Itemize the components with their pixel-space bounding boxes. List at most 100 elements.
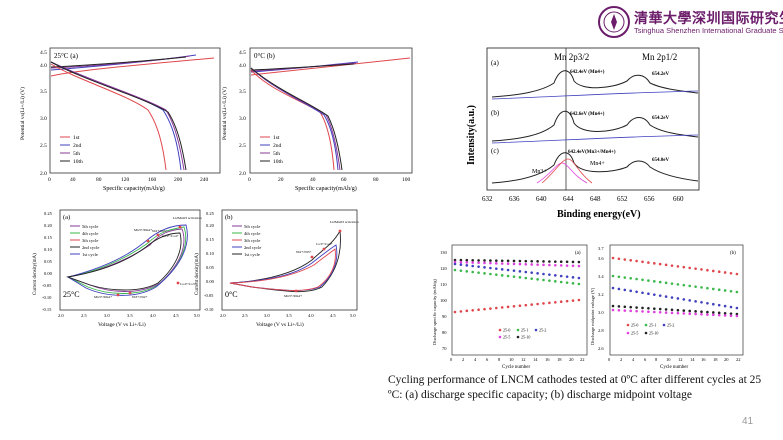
series-point: [670, 282, 674, 285]
series-point: [712, 302, 715, 306]
panel-c-xtick: 5.0: [194, 313, 200, 318]
cv-loop-2nd: [66, 232, 182, 291]
xps-peak-label: 654.2eV: [652, 72, 669, 77]
xps-xtick: 652: [617, 195, 628, 203]
series-point: [559, 300, 563, 304]
panel-f-xtick: 16: [701, 357, 706, 362]
series-point: [723, 311, 727, 315]
series-point: [500, 306, 504, 309]
series-point: [542, 302, 545, 305]
xps-row-label: (c): [491, 147, 499, 155]
series-point: [670, 308, 674, 312]
legend-item: 3th cycle: [244, 238, 260, 243]
series-point: [530, 277, 533, 280]
series-point: [670, 264, 674, 267]
panel-e-ylabel: Discharge specific capacity (mAh/g): [432, 278, 437, 345]
panel-a-ytick: 4.5: [40, 50, 47, 56]
panel-e-xtick: 22: [580, 357, 585, 362]
series-point: [518, 270, 522, 273]
series-point: [735, 312, 739, 316]
series-point: [477, 308, 480, 312]
series-point: [629, 305, 632, 309]
panel-b-ytick: 3.0: [239, 116, 246, 122]
panel-c-label: (a): [63, 214, 70, 221]
series-point: [565, 275, 569, 278]
series-point: [617, 257, 621, 261]
legend-item: 5th: [73, 151, 80, 157]
series-point: [623, 309, 627, 312]
institution-name-cn: 清華大學深圳国际研究生院: [634, 11, 783, 27]
series-point: [653, 280, 656, 283]
legend-item: 25-1: [521, 328, 528, 333]
series-point: [571, 282, 575, 285]
series-point: [453, 310, 457, 314]
series-point: [542, 278, 545, 282]
xps-row-label: (a): [491, 59, 499, 67]
panel-b-xtick: 0: [248, 177, 251, 183]
annotation-label: Co3+/Co4+: [162, 234, 179, 238]
series-point: [530, 271, 533, 274]
series-point: [735, 272, 739, 276]
series-point: [489, 272, 492, 276]
legend-item: 2nd: [273, 143, 282, 149]
series-point: [658, 310, 662, 314]
panel-a-ytick: 4.0: [40, 63, 47, 69]
series-point: [717, 270, 721, 274]
panel-e-label: (a): [575, 251, 581, 256]
annotation-label: Mn3+/Mn4+: [284, 294, 302, 298]
panel-f-xtick: 22: [736, 357, 741, 362]
series-point: [571, 260, 575, 264]
legend-item: 25-0: [503, 328, 510, 333]
panel-e-xtick: 18: [557, 357, 562, 362]
series-point: [664, 308, 668, 311]
panel-f-xtick: 6: [644, 357, 647, 362]
panel-d-ytick: 0.20: [206, 223, 215, 228]
panel-d-ytick: 0.25: [206, 211, 215, 216]
series-point: [577, 298, 581, 302]
series-point: [524, 270, 528, 274]
series-point: [530, 263, 533, 266]
panel-f-xlabel: Cycle number: [660, 365, 689, 370]
series-point: [617, 275, 621, 279]
series-point: [676, 308, 680, 312]
panel-a-xlabel: Specific capacity(mAh/g): [103, 185, 165, 192]
legend-item: 25-1: [649, 323, 656, 328]
series-point: [641, 306, 644, 310]
series-point: [653, 310, 656, 314]
panel-c-xtick: 3.0: [104, 313, 110, 318]
series-point: [536, 302, 539, 306]
panel-e-xtick: 16: [545, 357, 550, 362]
xps-spectrum-a: [491, 70, 699, 98]
annotation-label: Ni2+/Ni3+: [296, 250, 311, 254]
series-point: [495, 273, 498, 276]
panel-d-ytick: -0.05: [204, 293, 214, 298]
panel-d-ytick: 0.05: [206, 265, 215, 270]
annotation-label: Li2MnO3 activation: [173, 216, 202, 220]
series-point: [635, 259, 638, 263]
discharge-capacity-chart: (a) Discharge specific capacity (mAh/g) …: [432, 244, 588, 370]
series-point: [635, 277, 638, 281]
panel-f-ytick: 3.2: [598, 292, 604, 297]
legend-item: 2nd cycle: [244, 245, 261, 250]
panel-b-xtick: 20: [278, 177, 284, 183]
panel-a-ytick: 3.0: [40, 116, 47, 122]
annotation-label: Li2MnO3 activation: [330, 220, 359, 224]
series-point: [506, 305, 510, 309]
series-point: [483, 259, 486, 262]
series-point: [664, 295, 668, 298]
legend-item: 5th: [273, 151, 280, 157]
panel-d-xtick: 3.5: [286, 313, 292, 318]
panel-e-ytick: 70: [442, 346, 447, 351]
xps-xtick: 644: [563, 195, 574, 203]
series-point: [694, 285, 697, 288]
panel-f-ytick: 3.7: [598, 246, 604, 251]
legend-item: 5th cycle: [82, 224, 98, 229]
xps-title-mn2p12: Mn 2p1/2: [642, 52, 677, 62]
panel-f-label: (b): [730, 251, 736, 256]
annotation-label: Co4+/Co3+: [180, 282, 197, 286]
panel-d-xtick: 4.5: [330, 313, 336, 318]
legend-item: 5th cycle: [244, 224, 260, 229]
series-point: [717, 303, 721, 307]
series-point: [706, 301, 709, 305]
panel-c-ytick: 0.20: [44, 223, 53, 228]
